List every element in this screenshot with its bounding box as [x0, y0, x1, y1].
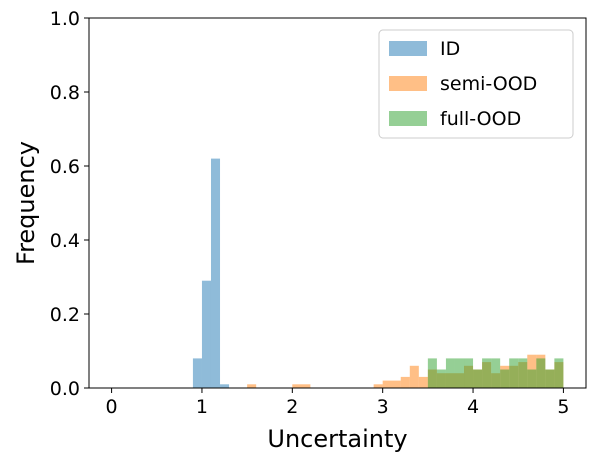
- legend-item: full-OOD: [389, 108, 521, 130]
- histogram-bar: [247, 384, 257, 388]
- x-tick-label: 3: [377, 396, 389, 418]
- histogram-bar: [518, 358, 528, 388]
- histogram-bar: [436, 369, 446, 388]
- x-tick-label: 5: [557, 396, 569, 418]
- legend: ID semi-OOD full-OOD: [378, 29, 574, 139]
- series-id: [192, 158, 230, 388]
- histogram-bar: [454, 358, 465, 388]
- histogram-bar: [445, 358, 455, 388]
- histogram-bar: [201, 280, 211, 388]
- histogram-bar: [220, 384, 230, 388]
- histogram-bar: [545, 369, 555, 388]
- plot-frame: [88, 17, 587, 389]
- histogram-bar: [500, 369, 510, 388]
- histogram-bar: [527, 369, 537, 388]
- histogram-bar: [373, 384, 383, 388]
- histogram-bar: [210, 158, 221, 388]
- y-tick-label: 0.2: [50, 304, 80, 326]
- histogram-bar: [427, 358, 437, 388]
- legend-item: semi-OOD: [389, 73, 537, 95]
- histogram-bars: [192, 158, 564, 388]
- legend-label: ID: [440, 38, 460, 60]
- x-axis-label: Uncertainty: [267, 425, 407, 453]
- legend-swatch: [389, 41, 427, 56]
- x-tick-label: 1: [196, 396, 208, 418]
- histogram-bar: [482, 358, 492, 388]
- x-tick-label: 0: [106, 396, 118, 418]
- legend-label: full-OOD: [440, 108, 521, 130]
- legend-swatch: [389, 76, 427, 91]
- histogram-bar: [473, 369, 483, 388]
- x-tick-label: 4: [467, 396, 479, 418]
- y-tick-label: 0.6: [50, 156, 80, 178]
- y-tick-label: 0.8: [50, 82, 80, 104]
- legend-item: ID: [389, 38, 460, 60]
- histogram-bar: [464, 358, 474, 388]
- histogram-bar: [554, 358, 564, 388]
- histogram-bar: [400, 376, 410, 388]
- histogram-bar: [292, 384, 311, 388]
- y-tick-label: 0.4: [50, 230, 80, 252]
- histogram-bar: [382, 380, 401, 388]
- y-axis-label: Frequency: [12, 141, 40, 265]
- y-tick-label: 1.0: [50, 8, 80, 30]
- legend-label: semi-OOD: [440, 73, 537, 95]
- histogram-bar: [509, 358, 519, 388]
- legend-swatch: [389, 111, 427, 126]
- series-full-ood: [427, 358, 564, 388]
- histogram-bar: [409, 365, 419, 388]
- histogram-bar: [491, 358, 501, 388]
- y-tick-label: 0.0: [50, 378, 80, 400]
- histogram-bar: [536, 358, 546, 388]
- legend-box: [378, 29, 574, 139]
- x-tick-label: 2: [286, 396, 298, 418]
- y-axis-ticks: 0.0 0.2 0.4 0.6 0.8 1.0: [50, 8, 89, 400]
- histogram-bar: [418, 376, 428, 388]
- histogram-bar: [192, 358, 202, 388]
- x-axis-ticks: 0 1 2 3 4 5: [106, 388, 569, 418]
